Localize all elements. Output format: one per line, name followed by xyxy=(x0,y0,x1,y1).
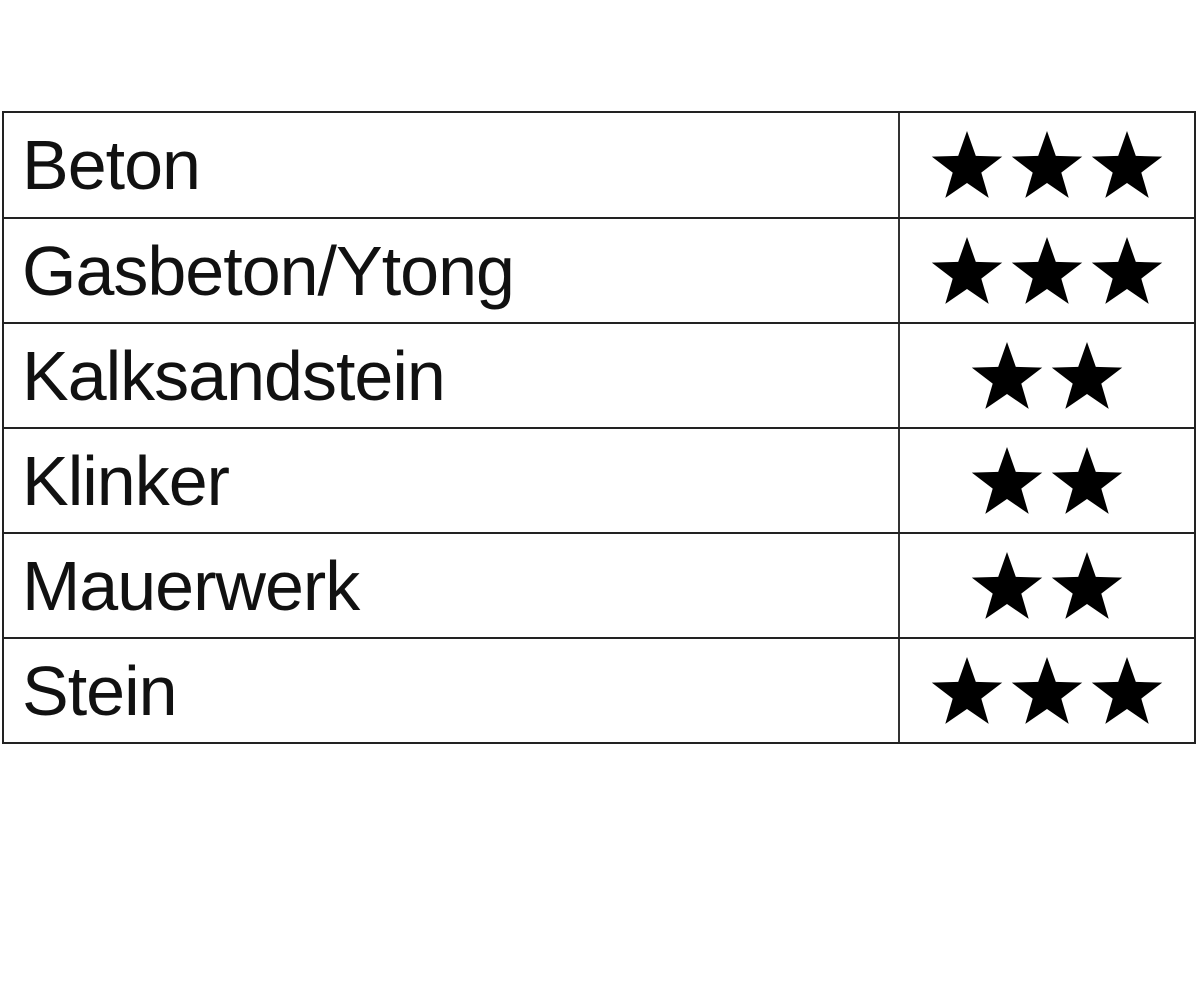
star-icon xyxy=(931,131,1003,198)
material-name: Klinker xyxy=(4,429,900,532)
star-icon xyxy=(1091,131,1163,198)
star-icon xyxy=(931,656,1003,724)
star-icon xyxy=(1011,131,1083,198)
star-icon xyxy=(1011,656,1083,724)
table-row: Mauerwerk xyxy=(4,532,1194,637)
star-icon xyxy=(1091,656,1163,724)
table-row: Gasbeton/Ytong xyxy=(4,217,1194,322)
table-row: Klinker xyxy=(4,427,1194,532)
material-name: Gasbeton/Ytong xyxy=(4,219,900,322)
star-icon xyxy=(1011,236,1083,304)
star-icon xyxy=(1091,236,1163,304)
star-rating xyxy=(900,639,1194,742)
star-icon xyxy=(971,551,1043,619)
star-icon xyxy=(1051,446,1123,514)
table-row: Stein xyxy=(4,637,1194,742)
star-icon xyxy=(1051,551,1123,619)
star-rating xyxy=(900,324,1194,427)
star-rating xyxy=(900,113,1194,217)
star-rating xyxy=(900,429,1194,532)
material-name: Stein xyxy=(4,639,900,742)
star-icon xyxy=(931,236,1003,304)
material-name: Mauerwerk xyxy=(4,534,900,637)
star-icon xyxy=(1051,341,1123,409)
star-rating xyxy=(900,219,1194,322)
material-name: Beton xyxy=(4,113,900,217)
star-icon xyxy=(971,446,1043,514)
star-rating xyxy=(900,534,1194,637)
table-row: Beton xyxy=(4,113,1194,217)
material-rating-table: Beton Gasbeton/Ytong Kalksandstein Klink… xyxy=(2,111,1196,744)
material-name: Kalksandstein xyxy=(4,324,900,427)
table-row: Kalksandstein xyxy=(4,322,1194,427)
star-icon xyxy=(971,341,1043,409)
